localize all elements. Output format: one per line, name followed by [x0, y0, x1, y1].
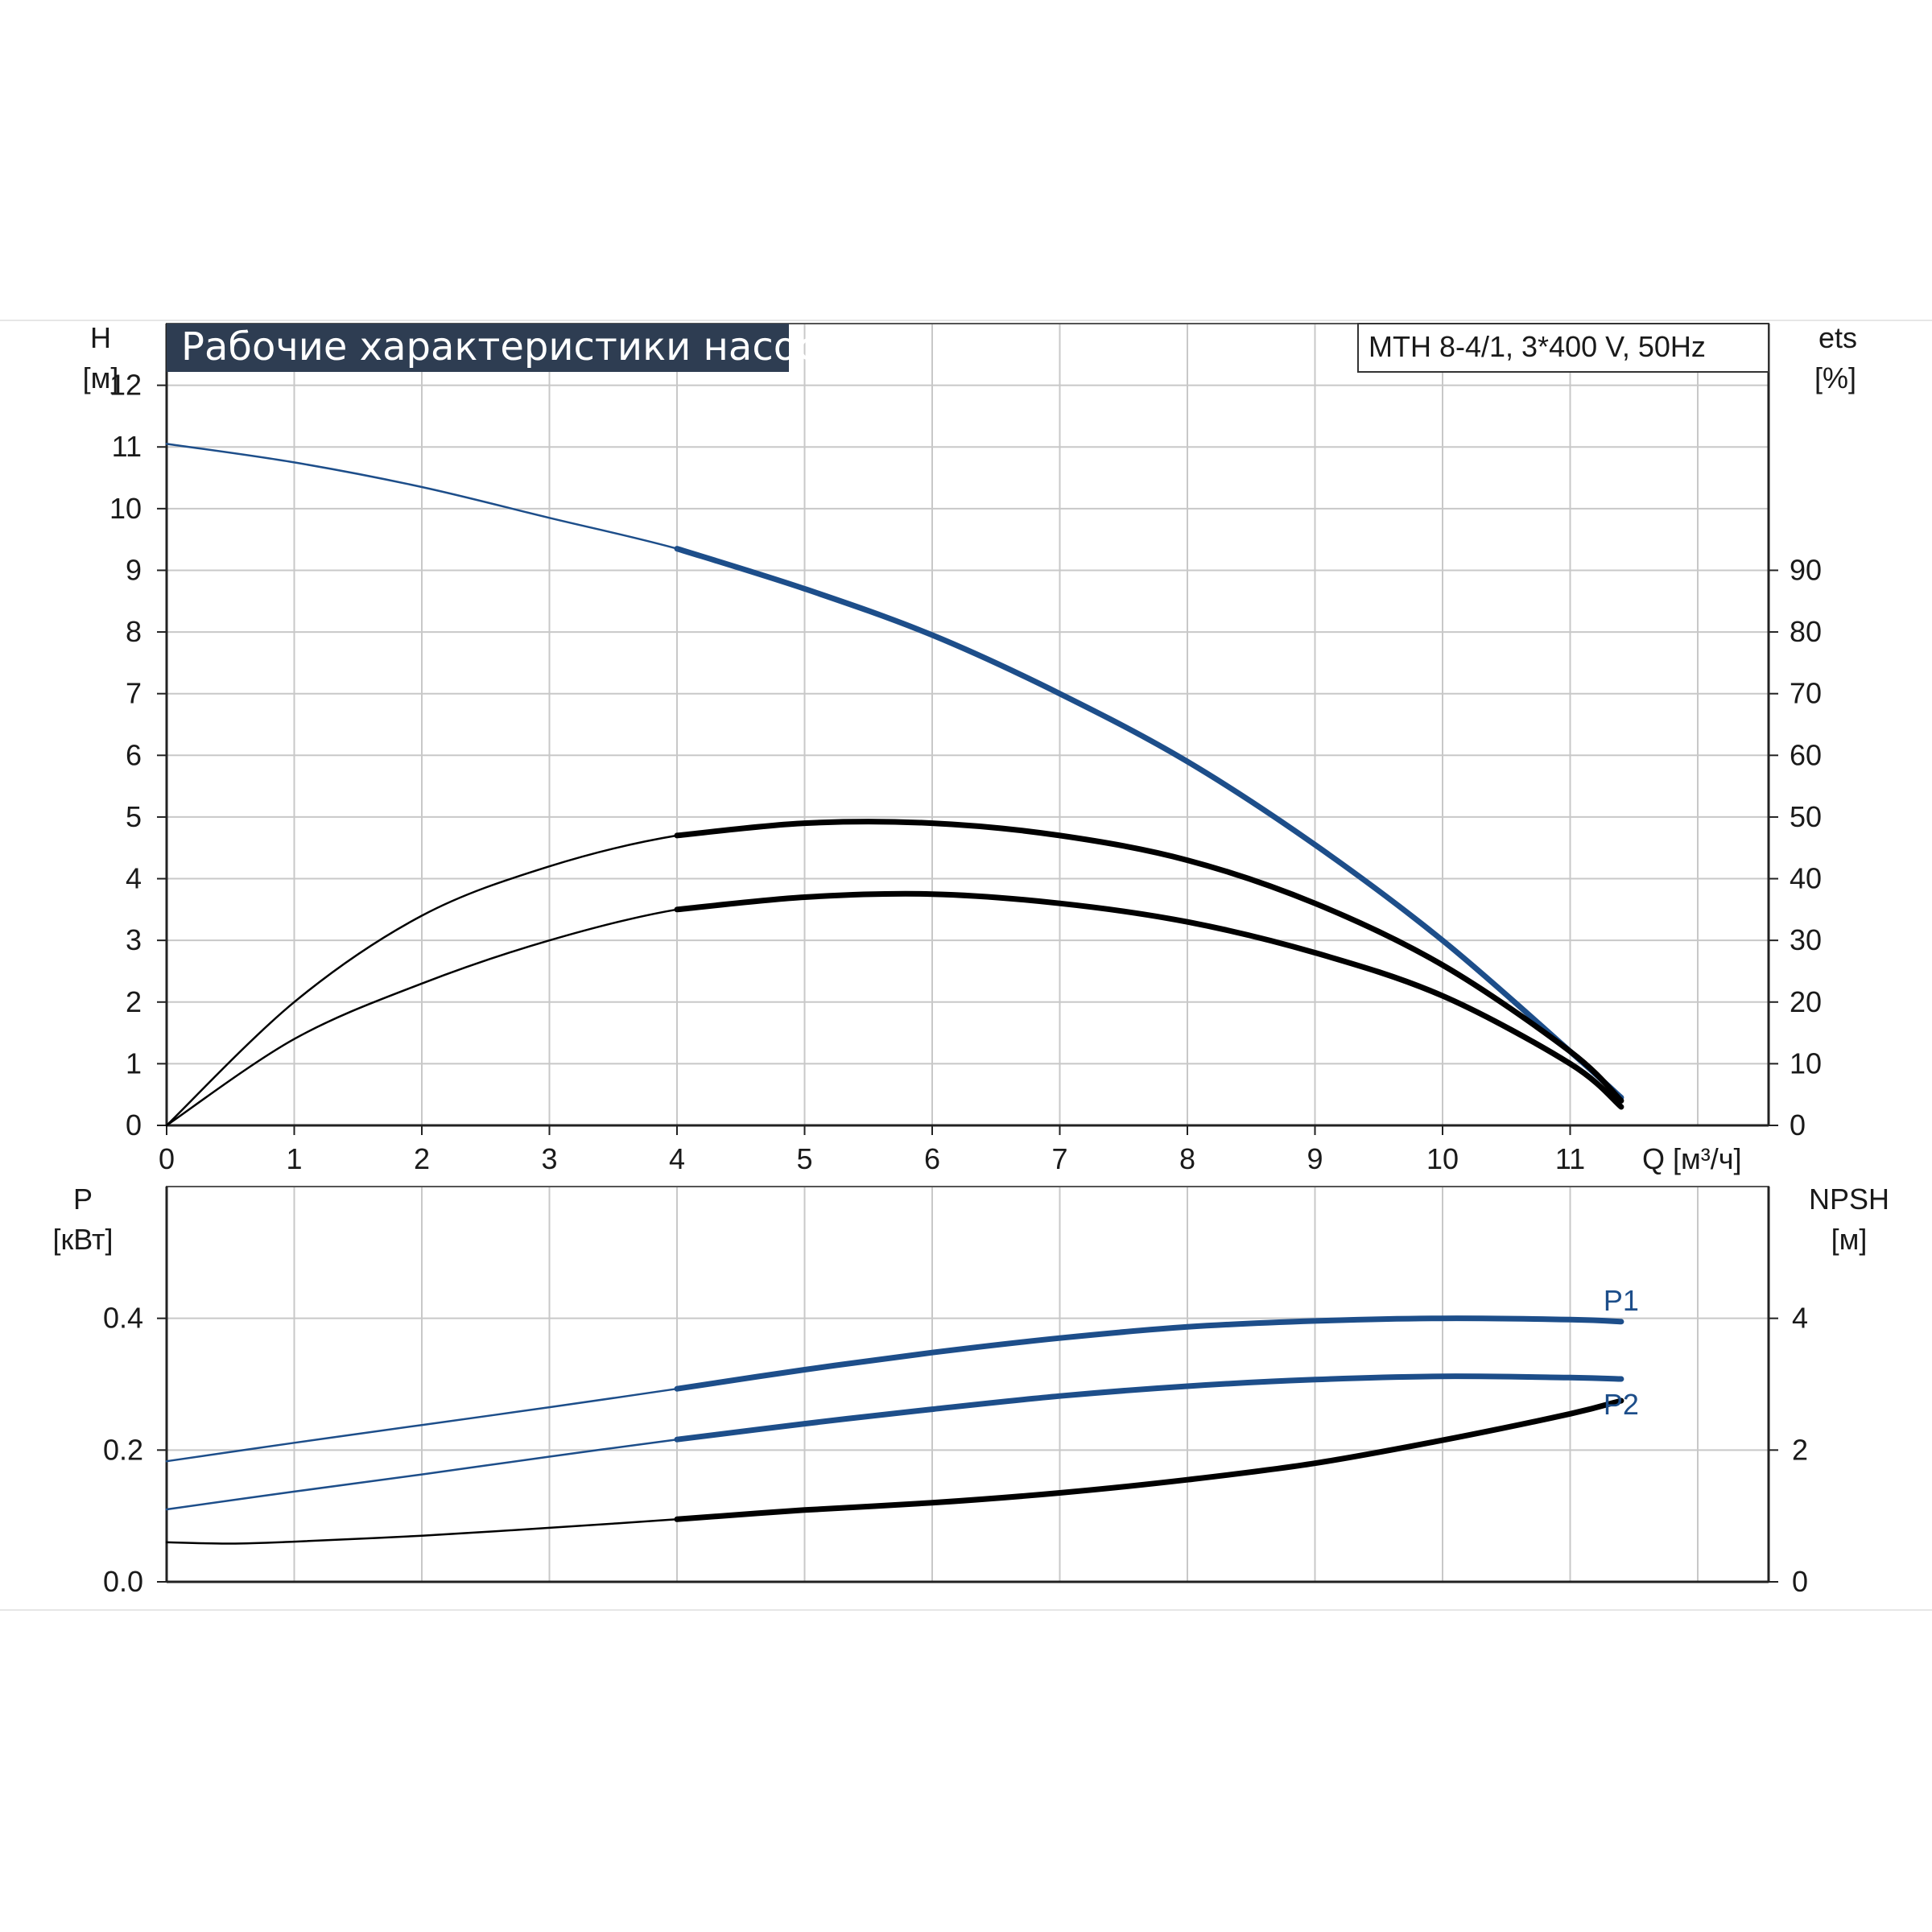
y-tick-label: 2 [126, 985, 142, 1018]
title-box [167, 324, 789, 372]
p1-label: P1 [1604, 1284, 1639, 1317]
p2-curve-operating [674, 1373, 1624, 1443]
y2-tick-label: 10 [1790, 1046, 1822, 1080]
npsh-curve-full [165, 1399, 1623, 1545]
efficiency-curve-lower-operating [674, 890, 1624, 1110]
y2-tick-label: 60 [1790, 738, 1822, 771]
lower-y2-axis-unit: [м] [1831, 1223, 1868, 1256]
lower-y-axis-name: P [73, 1183, 93, 1216]
y-tick-label: 12 [109, 369, 142, 402]
npsh-tick-label: 4 [1792, 1302, 1808, 1335]
lower-panel-frame [166, 1186, 1769, 1583]
npsh-tick-label: 2 [1792, 1433, 1808, 1466]
x-tick-label: 1 [286, 1142, 302, 1175]
efficiency-curve-upper-operating [674, 819, 1624, 1104]
y-tick-label: 0 [126, 1108, 142, 1141]
top-separator [0, 320, 1932, 321]
x-tick-label: 8 [1179, 1142, 1195, 1175]
y2-tick-label: 70 [1790, 677, 1822, 710]
y2-tick-label: 0 [1790, 1108, 1806, 1141]
y2-tick-label: 20 [1790, 985, 1822, 1018]
model-label: MTH 8-4/1, 3*400 V, 50Hz [1368, 330, 1706, 363]
lower-y2-axis-name: NPSH [1809, 1183, 1889, 1216]
x-tick-label: 3 [541, 1142, 557, 1175]
y-tick-label: 11 [112, 430, 142, 463]
y2-tick-label: 80 [1790, 615, 1822, 648]
p1-curve-operating [674, 1315, 1624, 1392]
chart-title: Рабочие характеристики насоса [181, 324, 842, 369]
x-tick-label: 9 [1307, 1142, 1323, 1175]
p-tick-label: 0.4 [103, 1302, 143, 1335]
upper-panel-frame [166, 323, 1769, 1126]
y-tick-label: 10 [109, 492, 142, 525]
x-tick-label: 11 [1555, 1142, 1585, 1175]
lower-grid [165, 1186, 1770, 1583]
model-box [1357, 323, 1769, 373]
y-tick-label: 6 [126, 738, 142, 771]
y2-tick-label: 40 [1790, 862, 1822, 895]
x-tick-label: 4 [669, 1142, 685, 1175]
y-tick-label: 8 [126, 615, 142, 648]
head-curve-full [165, 443, 1623, 1099]
bottom-separator [0, 1609, 1932, 1611]
lower-y-axis-unit: [кВт] [52, 1223, 113, 1256]
p-tick-label: 0.2 [103, 1433, 143, 1466]
npsh-curve-operating [674, 1397, 1624, 1522]
p-tick-label: 0.0 [103, 1565, 143, 1598]
y-tick-label: 4 [126, 862, 142, 895]
y-tick-label: 1 [126, 1046, 142, 1080]
x-tick-label: 0 [159, 1142, 175, 1175]
x-axis-label: Q [м³/ч] [1642, 1142, 1742, 1175]
upper-y2-axis-unit: [%] [1814, 361, 1856, 394]
y2-tick-label: 90 [1790, 553, 1822, 586]
head-curve-operating [674, 546, 1624, 1100]
npsh-tick-label: 0 [1792, 1565, 1808, 1598]
efficiency-curve-lower-full [165, 893, 1623, 1127]
x-tick-label: 7 [1051, 1142, 1067, 1175]
y2-tick-label: 30 [1790, 923, 1822, 956]
p2-curve-full [165, 1375, 1623, 1511]
y-tick-label: 7 [126, 677, 142, 710]
y-tick-label: 9 [126, 553, 142, 586]
y2-tick-label: 50 [1790, 800, 1822, 833]
upper-y-axis-unit: [м] [83, 361, 119, 394]
curves: P1 P2 [165, 443, 1639, 1545]
x-tick-label: 6 [924, 1142, 940, 1175]
y-tick-label: 3 [126, 923, 142, 956]
upper-grid [165, 323, 1770, 1127]
upper-y2-axis-name: ets [1818, 321, 1857, 354]
x-tick-label: 2 [414, 1142, 430, 1175]
upper-y-axis-name: H [90, 321, 111, 354]
efficiency-curve-upper-full [165, 820, 1623, 1127]
x-tick-label: 5 [796, 1142, 812, 1175]
p1-curve-full [165, 1317, 1623, 1463]
y-tick-label: 5 [126, 800, 142, 833]
p2-label: P2 [1604, 1388, 1639, 1421]
x-tick-label: 10 [1426, 1142, 1459, 1175]
